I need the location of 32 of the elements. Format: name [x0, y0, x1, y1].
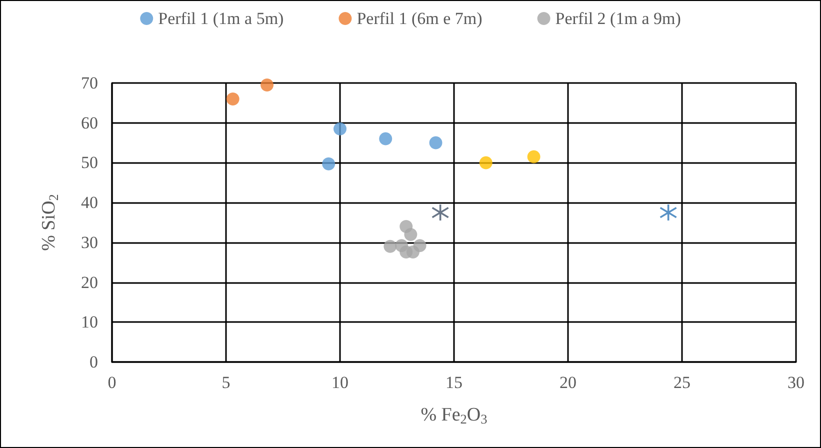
y-tick-label: 40 — [81, 193, 98, 212]
x-tick-label: 25 — [674, 373, 690, 392]
legend-label: Perfil 1 (1m a 5m) — [158, 9, 284, 28]
point — [384, 240, 397, 253]
point — [322, 157, 336, 170]
point — [429, 136, 442, 150]
point — [406, 245, 420, 258]
y-axis-title: % SiO2 — [38, 194, 61, 251]
point — [404, 228, 418, 241]
y-tick-label: 60 — [81, 113, 98, 132]
x-tick-label: 15 — [446, 373, 462, 392]
legend-label: Perfil 2 (1m a 9m) — [555, 9, 681, 28]
x-tick-label: 30 — [788, 373, 804, 392]
point — [479, 156, 492, 170]
point — [379, 132, 392, 146]
y-tick-label: 30 — [81, 232, 98, 252]
y-tick-label: 50 — [81, 153, 98, 172]
y-tick-label: 0 — [90, 352, 98, 372]
point — [334, 122, 346, 136]
point — [431, 204, 450, 222]
x-tick-label: 5 — [222, 373, 230, 392]
point — [659, 204, 678, 222]
x-tick-label: 10 — [332, 373, 348, 392]
point — [527, 150, 540, 164]
y-tick-label: 20 — [81, 272, 98, 292]
y-tick-label: 70 — [81, 74, 98, 92]
x-tick-label: 20 — [560, 373, 576, 392]
x-tick-label: 0 — [108, 373, 116, 392]
point — [226, 92, 240, 106]
legend-label: Perfil 1 (6m e 7m) — [356, 9, 482, 28]
point — [260, 78, 274, 92]
y-tick-label: 10 — [81, 312, 98, 332]
